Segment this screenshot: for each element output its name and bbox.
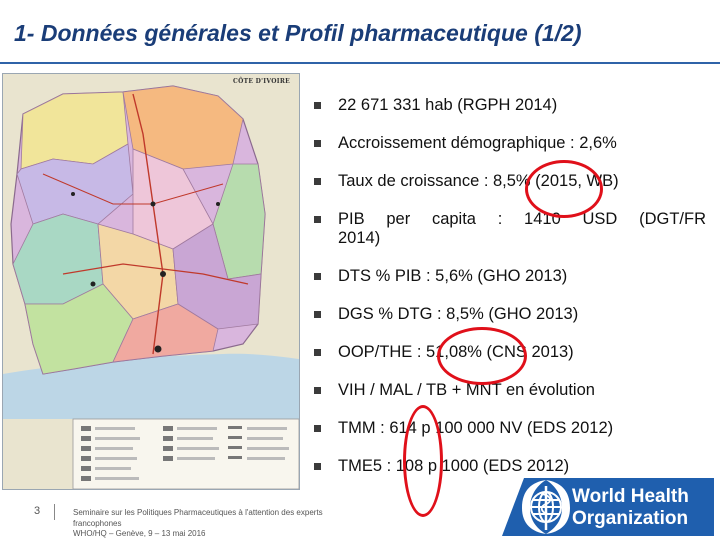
bullet-square-icon <box>314 425 321 432</box>
list-item: Taux de croissance : 8,5% (2015, WB) <box>314 172 706 191</box>
list-item: TMM : 614 p 100 000 NV (EDS 2012) <box>314 419 706 438</box>
title-divider <box>0 62 720 64</box>
bullet-square-icon <box>314 463 321 470</box>
indicators-list: 22 671 331 hab (RGPH 2014) Accroissement… <box>314 96 706 495</box>
list-item: VIH / MAL / TB + MNT en évolution <box>314 381 706 400</box>
who-line-2: Organization <box>572 508 689 529</box>
slide-title: 1- Données générales et Profil pharmaceu… <box>14 20 582 46</box>
list-item: TME5 : 108 p 1000 (EDS 2012) <box>314 457 706 476</box>
list-item: PIB per capita : 1410 USD (DGT/FR 2014) <box>314 210 706 248</box>
bullet-square-icon <box>314 178 321 185</box>
footer-caption: Seminaire sur les Politiques Pharmaceuti… <box>73 508 323 538</box>
who-line-1: World Health <box>572 486 689 507</box>
list-item: DTS % PIB : 5,6% (GHO 2013) <box>314 267 706 286</box>
bullet-square-icon <box>314 311 321 318</box>
map-graphic <box>3 74 299 489</box>
bullet-square-icon <box>314 387 321 394</box>
bullet-square-icon <box>314 216 321 223</box>
bullet-square-icon <box>314 140 321 147</box>
list-item: Accroissement démographique : 2,6% <box>314 134 706 153</box>
who-logo-icon <box>502 478 714 536</box>
bullet-square-icon <box>314 102 321 109</box>
list-item: DGS % DTG : 8,5% (GHO 2013) <box>314 305 706 324</box>
footer-divider <box>54 504 55 520</box>
list-item: OOP/THE : 51,08% (CNS 2013) <box>314 343 706 362</box>
cote-divoire-map: CÔTE D'IVOIRE <box>2 73 300 490</box>
map-country-label: CÔTE D'IVOIRE <box>233 78 291 85</box>
list-item: 22 671 331 hab (RGPH 2014) <box>314 96 706 115</box>
who-name: World Health Organization <box>572 486 689 530</box>
bullet-square-icon <box>314 349 321 356</box>
page-number: 3 <box>34 505 41 517</box>
bullet-square-icon <box>314 273 321 280</box>
